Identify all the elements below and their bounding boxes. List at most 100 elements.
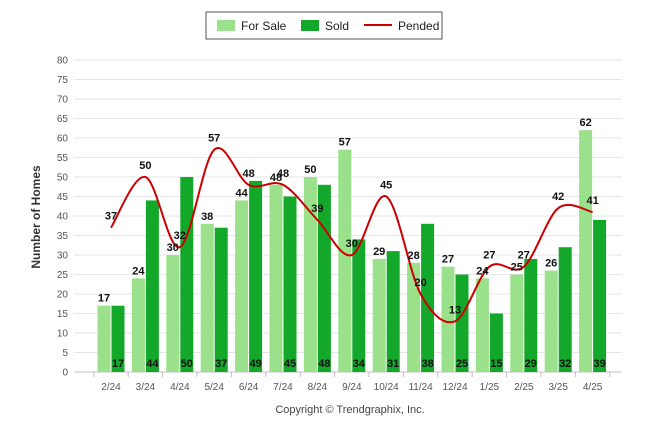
data-label-sold-4: 49 [249,358,261,370]
y-tick-label-70: 70 [57,95,69,106]
data-label-for-sale-9: 28 [407,250,419,262]
bar-sold-7 [352,239,366,372]
data-label-for-sale-12: 25 [511,262,523,274]
bar-for-sale-5 [269,184,283,372]
data-label-pended-9: 20 [414,277,426,289]
x-tick-label-9-24: 9/24 [342,382,362,393]
x-tick-label-6-24: 6/24 [239,382,259,393]
data-label-sold-7: 34 [353,358,366,370]
y-axis-label: Number of Homes [29,165,43,269]
bar-sold-2 [180,177,194,372]
line-layer [110,146,593,324]
bar-sold-8 [386,251,400,372]
label-layer: 17 24 30 38 44 48 50 57 29 28 27 24 25 26 62 17 44 50 37 49… [98,117,606,370]
bar-sold-1 [145,200,159,372]
y-tick-label-5: 5 [62,348,68,359]
bar-sold-12 [524,258,538,372]
y-tick-label-35: 35 [57,231,69,242]
legend-label-pended: Pended [398,19,439,33]
y-tick-label-75: 75 [57,75,69,86]
bar-for-sale-1 [131,278,145,372]
legend-label-sold: Sold [325,19,349,33]
data-label-for-sale-5: 48 [270,172,282,184]
x-tick-label-11-24: 11/24 [408,382,433,393]
x-tick-label-3-24: 3/24 [136,382,156,393]
bar-for-sale-11 [475,278,489,372]
bar-for-sale-2 [166,255,180,372]
bar-for-sale-8 [372,258,386,372]
data-label-for-sale-14: 62 [579,117,591,129]
data-label-pended-6: 39 [311,203,323,215]
data-label-sold-3: 37 [215,358,227,370]
y-tick-label-15: 15 [57,309,69,320]
data-label-sold-5: 45 [284,358,296,370]
bar-sold-14 [593,219,607,372]
bar-for-sale-6 [303,177,317,372]
data-label-pended-2: 32 [174,230,186,242]
data-label-for-sale-7: 57 [339,137,351,149]
data-label-for-sale-3: 38 [201,211,213,223]
data-label-pended-14: 41 [586,195,598,207]
data-label-for-sale-1: 24 [132,265,145,277]
bar-for-sale-9 [407,262,421,372]
data-label-sold-6: 48 [318,358,330,370]
bar-for-sale-4 [235,200,249,372]
bar-for-sale-12 [510,274,524,372]
data-label-pended-4: 48 [242,168,254,180]
data-label-sold-2: 50 [181,358,193,370]
x-tick-label-7-24: 7/24 [273,382,293,393]
data-label-for-sale-10: 27 [442,254,454,266]
data-label-pended-5: 48 [277,168,289,180]
bar-sold-3 [214,227,228,372]
data-label-sold-12: 29 [525,358,537,370]
legend: For Sale Sold Pended [205,11,443,40]
y-tick-label-40: 40 [57,212,69,223]
data-label-pended-8: 45 [380,180,392,192]
y-tick-label-80: 80 [57,56,69,67]
x-tick-label-3-25: 3/25 [548,382,568,393]
bar-sold-10 [455,274,469,372]
bar-sold-13 [558,247,572,372]
data-label-pended-1: 50 [139,160,151,172]
bar-layer [97,130,607,372]
data-label-pended-3: 57 [208,133,220,145]
data-label-sold-13: 32 [559,358,571,370]
data-label-for-sale-11: 24 [476,265,489,277]
legend-label-for-sale: For Sale [241,19,287,33]
data-label-sold-11: 15 [490,358,502,370]
x-tick-label-10-24: 10/24 [374,382,399,393]
bar-for-sale-13 [544,270,558,372]
bar-for-sale-7 [338,149,352,372]
y-tick-label-55: 55 [57,153,69,164]
y-tick-label-25: 25 [57,270,69,281]
bar-sold-4 [249,180,263,372]
y-tick-label-60: 60 [57,134,69,145]
data-label-pended-13: 42 [552,191,564,203]
data-label-pended-10: 13 [449,304,461,316]
data-label-pended-12: 27 [518,250,530,262]
x-tick-label-2-24: 2/24 [101,382,121,393]
x-tick-label-4-25: 4/25 [583,382,603,393]
y-tick-label-0: 0 [62,368,68,379]
bar-for-sale-10 [441,266,455,372]
data-label-for-sale-0: 17 [98,293,110,305]
data-label-pended-0: 37 [105,211,117,223]
bar-sold-5 [283,196,297,372]
data-label-sold-1: 44 [146,358,159,370]
data-label-sold-14: 39 [593,358,605,370]
legend-swatch-sold [301,20,319,31]
x-tick-label-1-25: 1/25 [480,382,500,393]
bar-sold-11 [489,313,503,372]
x-tick-label-4-24: 4/24 [170,382,190,393]
x-tick-label-12-24: 12/24 [442,382,467,393]
data-label-sold-8: 31 [387,358,399,370]
bar-for-sale-14 [579,130,593,372]
x-tick-label-8-24: 8/24 [308,382,328,393]
data-label-for-sale-2: 30 [167,242,179,254]
data-label-sold-0: 17 [112,358,124,370]
y-tick-label-45: 45 [57,192,69,203]
y-tick-label-10: 10 [57,329,69,340]
y-tick-label-20: 20 [57,290,69,301]
